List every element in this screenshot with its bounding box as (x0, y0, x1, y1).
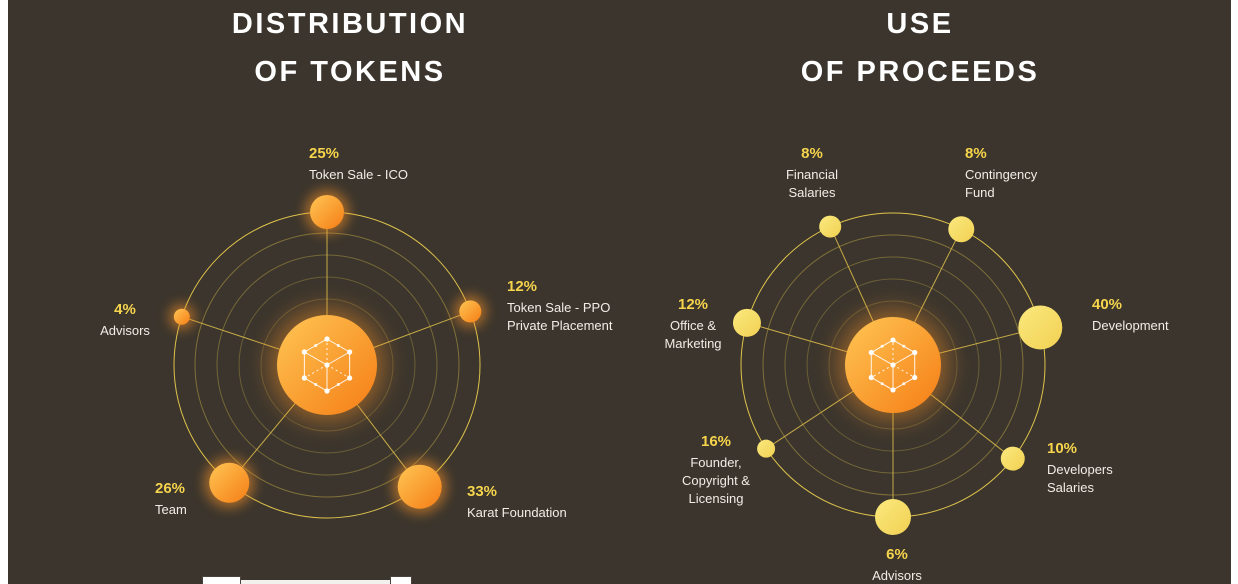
satellite-dot-founder-copyright-licensing (757, 439, 776, 458)
cube-node-small (336, 344, 340, 347)
cube-node-small (314, 383, 318, 386)
cube-node-small (902, 382, 906, 386)
cube-edge (871, 364, 894, 378)
cropped-ui-strip (241, 580, 390, 584)
cube-edge (326, 364, 350, 379)
cube-node-small (880, 344, 884, 348)
cube-node (912, 349, 918, 356)
distribution-of-tokens-title: DISTRIBUTION OF TOKENS (232, 0, 468, 96)
cube-node (301, 375, 307, 381)
satellite-dot-token-sale-ppo (459, 300, 482, 323)
title-line: OF PROCEEDS (800, 56, 1040, 88)
cube-node-small (314, 344, 318, 347)
orbital-chart-proceeds (732, 212, 1063, 535)
satellite-dot-development (1018, 305, 1063, 350)
cube-node (890, 362, 896, 368)
satellite-dot-developers-salaries (1000, 446, 1025, 471)
cube-node (890, 337, 896, 343)
cube-node-small (902, 344, 906, 348)
cube-edge (304, 351, 328, 366)
page-edge-left (0, 0, 8, 584)
cube-node (324, 388, 330, 394)
use-of-proceeds-title: USE OF PROCEEDS (801, 0, 1040, 96)
satellite-dot-token-sale-ico (310, 195, 344, 229)
cube-edge (304, 364, 328, 379)
satellite-dot-advisors (173, 308, 190, 325)
satellite-dot-contingency-fund (948, 216, 975, 243)
cube-edge (326, 351, 350, 366)
title-line: OF TOKENS (254, 56, 446, 88)
satellite-dot-office-marketing (732, 308, 761, 337)
cube-edge (892, 364, 915, 378)
satellite-dot-advisors-proceeds (875, 499, 911, 535)
satellite-dot-team (209, 462, 250, 503)
cube-node-small (880, 382, 884, 386)
cube-node (868, 349, 874, 356)
orbital-chart-distribution (168, 190, 487, 519)
cube-edge (871, 352, 894, 366)
cube-node (868, 374, 874, 381)
cube-node (912, 374, 918, 381)
title-line: DISTRIBUTION (231, 8, 469, 40)
cube-node (301, 349, 307, 355)
page-edge-right (1231, 0, 1238, 584)
satellite-dot-karat-foundation (397, 464, 442, 509)
title-line: USE (886, 8, 954, 40)
cropped-ui-element-1[interactable] (202, 576, 241, 584)
cube-node (324, 362, 330, 368)
cube-node (890, 387, 896, 393)
cropped-ui-element-2[interactable] (390, 576, 412, 584)
cube-node-small (336, 383, 340, 386)
cube-node (347, 375, 353, 381)
satellite-dot-financial-salaries (819, 215, 842, 238)
cube-node (324, 336, 330, 342)
cube-edge (892, 352, 915, 366)
cube-node (347, 349, 353, 355)
